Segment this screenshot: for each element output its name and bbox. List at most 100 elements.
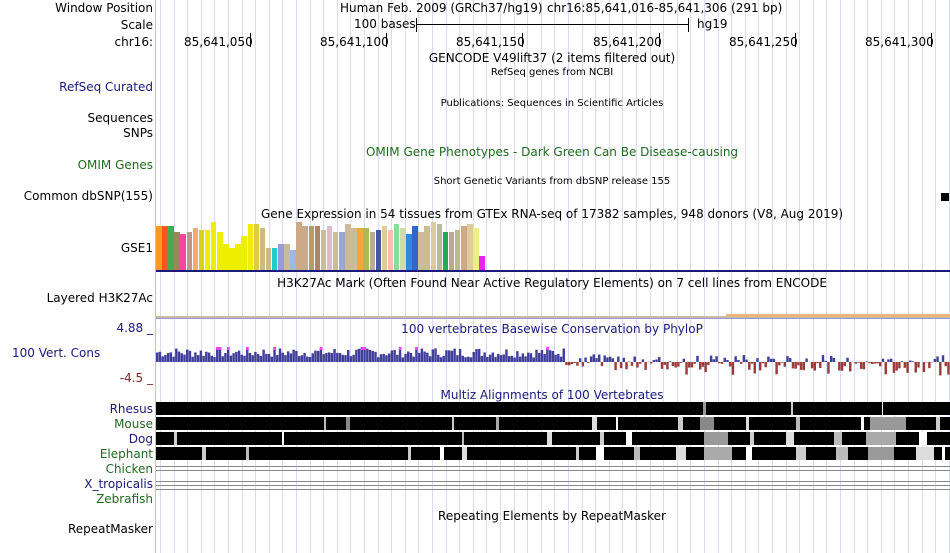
gtex-tissue-bar[interactable] xyxy=(351,228,357,270)
phylop-score-bar xyxy=(180,353,183,362)
gtex-tissue-bar[interactable] xyxy=(180,234,186,270)
gtex-tissue-bar[interactable] xyxy=(442,232,449,270)
species-chicken[interactable]: Chicken xyxy=(105,462,153,476)
multiz-species-row[interactable] xyxy=(156,447,950,460)
gtex-tissue-bar[interactable] xyxy=(314,226,321,270)
phylop-score-bar xyxy=(447,350,451,362)
species-elephant[interactable]: Elephant xyxy=(99,447,153,461)
species-rhesus[interactable]: Rhesus xyxy=(109,402,153,416)
phylop-score-bar xyxy=(941,355,945,362)
snps-label[interactable]: SNPs xyxy=(123,126,153,140)
phylop-score-bar xyxy=(456,355,459,362)
gtex-tissue-bar[interactable] xyxy=(320,230,327,270)
gtex-tissue-bar[interactable] xyxy=(375,230,382,270)
gtex-tissue-bar[interactable] xyxy=(454,230,461,270)
grid-line xyxy=(228,0,229,553)
dbsnp-variant-marker[interactable] xyxy=(941,193,949,201)
gtex-tissue-bar[interactable] xyxy=(424,226,430,270)
gtex-tissue-bar[interactable] xyxy=(339,232,345,270)
gtex-tissue-bar[interactable] xyxy=(461,226,467,270)
phylop-score-bar xyxy=(802,362,806,371)
gtex-tissue-bar[interactable] xyxy=(363,228,369,270)
gtex-tissue-bar[interactable] xyxy=(217,232,223,270)
gtex-label[interactable]: GSE1 xyxy=(120,241,153,255)
gtex-tissue-bar[interactable] xyxy=(290,250,296,270)
gtex-tissue-bar[interactable] xyxy=(430,222,436,270)
multiz-species-row[interactable] xyxy=(156,402,950,415)
grid-line xyxy=(446,0,447,553)
gtex-tissue-bar[interactable] xyxy=(479,256,485,270)
multiz-species-row[interactable] xyxy=(156,417,950,430)
gtex-tissue-bar[interactable] xyxy=(198,230,205,270)
gtex-tissue-bar[interactable] xyxy=(357,228,363,270)
gtex-tissue-bar[interactable] xyxy=(381,226,388,270)
gtex-tissue-bar[interactable] xyxy=(326,226,333,270)
gtex-tissue-bar[interactable] xyxy=(247,224,253,270)
h3k27ac-label[interactable]: Layered H3K27Ac xyxy=(46,291,153,305)
gtex-tissue-bar[interactable] xyxy=(467,224,473,270)
gtex-tissue-bar[interactable] xyxy=(204,230,211,270)
gtex-tissue-bar[interactable] xyxy=(210,222,217,270)
phylop-score-bar xyxy=(469,357,473,362)
species-dog[interactable]: Dog xyxy=(128,432,153,446)
gtex-tissue-bar[interactable] xyxy=(259,228,266,270)
phylop-score-bar xyxy=(745,359,748,362)
gtex-tissue-bar[interactable] xyxy=(168,226,174,270)
gtex-tissue-bar[interactable] xyxy=(448,232,455,270)
multiz-species-row[interactable] xyxy=(156,432,950,445)
gtex-tissue-bar[interactable] xyxy=(241,236,247,270)
gtex-tissue-bar[interactable] xyxy=(192,228,199,270)
grid-line xyxy=(799,0,800,553)
gtex-tissue-bar[interactable] xyxy=(253,224,260,270)
omim-genes-label[interactable]: OMIM Genes xyxy=(77,158,153,172)
gtex-tissue-bar[interactable] xyxy=(345,224,351,270)
species-mouse[interactable]: Mouse xyxy=(114,417,153,431)
refseq-curated-label[interactable]: RefSeq Curated xyxy=(59,80,153,94)
phylop-score-bar xyxy=(439,357,443,362)
phylop-score-bar xyxy=(832,357,836,362)
gtex-tissue-bar[interactable] xyxy=(265,248,272,270)
gtex-tissue-bar[interactable] xyxy=(156,226,162,270)
dbsnp-label[interactable]: Common dbSNP(155) xyxy=(23,189,153,203)
phylop-score-bar xyxy=(810,362,814,369)
gtex-tissue-bar[interactable] xyxy=(406,234,412,270)
gtex-tissue-bar[interactable] xyxy=(235,244,241,270)
position-text: chr16:85,641,016-85,641,306 (291 bp) xyxy=(547,1,783,15)
phylop-score-bar xyxy=(581,362,585,367)
gtex-tissue-bar[interactable] xyxy=(393,224,400,270)
phylop-score-bar xyxy=(349,356,353,362)
gtex-tissue-bar[interactable] xyxy=(296,222,302,270)
gtex-tissue-bar[interactable] xyxy=(308,226,314,270)
gtex-tissue-bar[interactable] xyxy=(436,224,443,270)
alignment-gap-segment xyxy=(576,447,579,460)
gtex-tissue-bar[interactable] xyxy=(223,244,229,270)
gtex-tissue-bar[interactable] xyxy=(174,232,180,270)
gtex-tissue-bar[interactable] xyxy=(369,232,375,270)
gtex-tissue-bar[interactable] xyxy=(387,230,394,270)
gencode-track-title[interactable]: GENCODE V49lift37 (2 items filtered out) xyxy=(428,51,676,65)
gtex-tissue-bar[interactable] xyxy=(284,244,290,270)
gtex-tissue-bar[interactable] xyxy=(412,226,418,270)
phylop-conservation-plot[interactable] xyxy=(156,321,950,391)
phylop-score-bar xyxy=(254,351,257,362)
track-image-area[interactable]: Human Feb. 2009 (GRCh37/hg19) chr16:85,6… xyxy=(156,0,950,553)
gtex-tissue-bar[interactable] xyxy=(271,248,278,270)
species-zebrafish[interactable]: Zebrafish xyxy=(96,492,153,506)
gtex-tissue-bar[interactable] xyxy=(400,228,406,270)
grid-line xyxy=(527,0,528,553)
gtex-tissue-bar[interactable] xyxy=(229,248,235,270)
species-x-tropicalis[interactable]: X_tropicalis xyxy=(84,477,153,491)
gtex-tissue-bar[interactable] xyxy=(418,232,424,270)
gtex-tissue-bar[interactable] xyxy=(302,226,308,270)
gtex-tissue-bar[interactable] xyxy=(186,232,192,270)
repeatmasker-label[interactable]: RepeatMasker xyxy=(67,522,153,536)
gtex-tissue-bar[interactable] xyxy=(278,244,284,270)
gtex-tissue-bar[interactable] xyxy=(473,228,479,270)
sequences-label[interactable]: Sequences xyxy=(87,111,153,125)
phylop-track-label[interactable]: 100 Vert. Cons xyxy=(12,346,101,360)
phylop-score-bar xyxy=(194,352,197,362)
gtex-tissue-bar[interactable] xyxy=(162,226,168,270)
gtex-tissue-bar[interactable] xyxy=(332,232,339,270)
phylop-score-bar xyxy=(731,362,735,375)
phylop-score-bar xyxy=(619,362,623,369)
